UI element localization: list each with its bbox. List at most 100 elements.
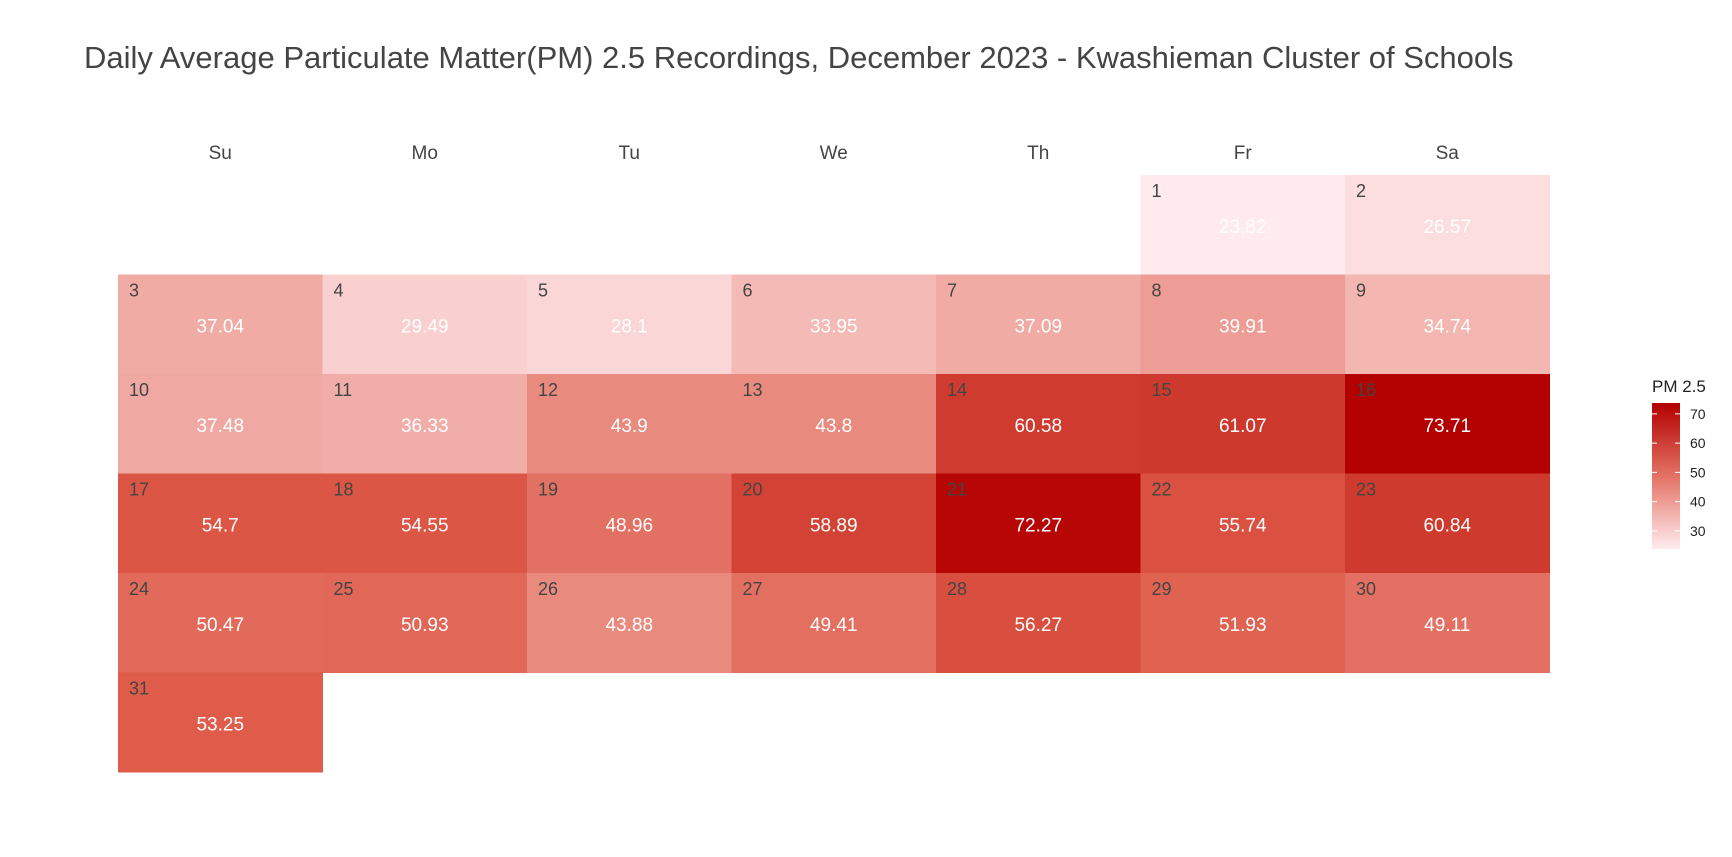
day-cell: 25 50.93 (322, 573, 528, 673)
day-cell-fill (1345, 473, 1550, 574)
day-value: 37.04 (196, 316, 244, 337)
day-cell-fill (322, 274, 528, 375)
day-cell: 20 58.89 (731, 473, 937, 574)
day-value: 58.89 (810, 515, 858, 536)
day-number: 10 (129, 380, 149, 400)
day-cell-fill (118, 374, 323, 474)
day-number: 29 (1152, 579, 1172, 599)
day-cell-fill (527, 573, 732, 673)
day-cell: 29 51.93 (1140, 573, 1346, 673)
day-cell: 31 53.25 (118, 672, 323, 773)
day-cell: 27 49.41 (731, 573, 937, 673)
day-cell-fill (1345, 573, 1550, 673)
day-cell-fill (118, 672, 323, 773)
day-cell-fill (322, 473, 528, 574)
day-number: 28 (947, 579, 967, 599)
day-cell-fill (527, 374, 732, 474)
day-value: 36.33 (401, 416, 449, 437)
day-number: 16 (1356, 380, 1376, 400)
day-cell-fill (731, 374, 937, 474)
day-number: 14 (947, 380, 967, 400)
day-cell-fill (527, 274, 732, 375)
day-cell: 15 61.07 (1140, 374, 1346, 474)
weekday-label: Fr (1234, 143, 1253, 164)
day-number: 6 (743, 281, 753, 301)
day-number: 17 (129, 480, 149, 500)
day-number: 11 (334, 380, 353, 400)
day-number: 31 (129, 679, 149, 699)
day-cell-fill (527, 473, 732, 574)
day-value: 28.1 (611, 316, 648, 337)
day-value: 23.82 (1219, 217, 1267, 238)
day-number: 30 (1356, 579, 1376, 599)
day-value: 51.93 (1219, 615, 1267, 636)
day-cell-fill (1140, 274, 1346, 375)
day-value: 50.47 (196, 615, 244, 636)
day-cell: 633.95 (731, 274, 937, 375)
day-number: 22 (1152, 480, 1172, 500)
day-cell: 18 54.55 (322, 473, 528, 574)
day-cell: 26 43.88 (527, 573, 732, 673)
day-value: 50.93 (401, 615, 449, 636)
day-value: 54.7 (202, 515, 239, 536)
day-value: 49.41 (810, 615, 858, 636)
day-number: 20 (743, 480, 763, 500)
day-number: 7 (947, 281, 957, 301)
day-cell: 11 36.33 (322, 374, 528, 474)
day-cell-fill (118, 274, 323, 375)
day-value: 43.88 (605, 615, 653, 636)
chart-title: Daily Average Particulate Matter(PM) 2.5… (84, 40, 1514, 75)
day-value: 37.09 (1014, 316, 1062, 337)
day-number: 9 (1356, 281, 1366, 301)
day-value: 56.27 (1014, 615, 1062, 636)
day-value: 34.74 (1423, 316, 1471, 337)
day-cell: 337.04 (118, 274, 323, 375)
day-value: 43.9 (611, 416, 648, 437)
day-number: 15 (1152, 380, 1172, 400)
day-value: 61.07 (1219, 416, 1267, 437)
day-cell-fill (936, 274, 1141, 375)
day-number: 8 (1152, 281, 1162, 301)
day-number: 12 (538, 380, 558, 400)
weekday-label: Mo (412, 143, 438, 164)
day-cell: 17 54.7 (118, 473, 323, 574)
day-cell: 16 73.71 (1345, 374, 1550, 474)
day-number: 23 (1356, 480, 1376, 500)
day-cell: 19 48.96 (527, 473, 732, 574)
day-cell-fill (1140, 374, 1346, 474)
weekday-labels: Su Mo Tu We Th Fr Sa (209, 143, 1460, 164)
day-cell-fill (936, 374, 1141, 474)
day-cells: 123.82226.57337.04429.49528.1633.95737.0… (118, 175, 1550, 773)
day-cell-fill (1140, 473, 1346, 574)
day-cell: 226.57 (1345, 175, 1550, 275)
day-cell: 429.49 (322, 274, 528, 375)
day-cell: 737.09 (936, 274, 1141, 375)
day-number: 2 (1356, 181, 1366, 201)
day-number: 1 (1152, 181, 1162, 201)
day-number: 4 (334, 281, 344, 301)
day-value: 60.84 (1423, 515, 1471, 536)
day-cell-fill (731, 573, 937, 673)
day-number: 25 (334, 579, 354, 599)
weekday-label: Th (1027, 143, 1049, 164)
day-cell: 839.91 (1140, 274, 1346, 375)
day-number: 3 (129, 281, 139, 301)
day-cell: 12 43.9 (527, 374, 732, 474)
day-value: 39.91 (1219, 316, 1267, 337)
day-number: 13 (743, 380, 763, 400)
day-value: 26.57 (1423, 217, 1471, 238)
day-cell: 123.82 (1140, 175, 1346, 275)
day-value: 73.71 (1423, 416, 1471, 437)
day-cell-fill (322, 374, 528, 474)
day-cell: 28 56.27 (936, 573, 1141, 673)
weekday-label: Su (209, 143, 232, 164)
day-cell-fill (1345, 374, 1550, 474)
weekday-label: Sa (1436, 143, 1460, 164)
day-value: 29.49 (401, 316, 449, 337)
day-cell-fill (936, 473, 1141, 574)
day-cell: 10 37.48 (118, 374, 323, 474)
day-value: 37.48 (196, 416, 244, 437)
day-cell: 22 55.74 (1140, 473, 1346, 574)
day-cell-fill (322, 573, 528, 673)
